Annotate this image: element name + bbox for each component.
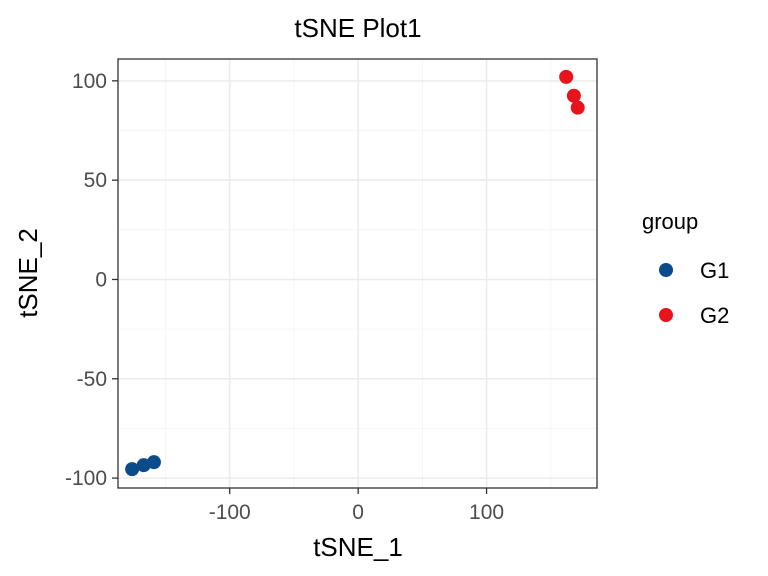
data-point-g2 — [566, 88, 581, 103]
y-axis-ticks: -100 -50 0 50 100 — [65, 70, 118, 490]
legend-key-g2 — [659, 308, 673, 322]
data-point-g2 — [570, 100, 585, 115]
data-point-g1 — [146, 455, 161, 470]
legend: group G1 G2 — [642, 209, 729, 328]
y-tick-label: -50 — [77, 368, 107, 391]
y-tick-label: 100 — [72, 70, 107, 93]
y-tick-label: 0 — [95, 268, 107, 291]
legend-key-g1 — [659, 263, 673, 277]
x-tick-label: 100 — [469, 501, 504, 524]
data-point-g1 — [125, 462, 140, 477]
legend-label-g2: G2 — [700, 303, 729, 328]
chart-title: tSNE Plot1 — [294, 13, 421, 43]
y-tick-label: -100 — [65, 467, 107, 490]
major-gridlines — [118, 59, 597, 488]
y-axis-title: tSNE_2 — [13, 228, 43, 318]
x-tick-label: -100 — [209, 501, 251, 524]
legend-title: group — [642, 209, 698, 234]
x-tick-label: 0 — [352, 501, 364, 524]
y-tick-label: 50 — [84, 169, 107, 192]
legend-label-g1: G1 — [700, 258, 729, 283]
data-point-g2 — [559, 69, 574, 84]
data-points — [125, 69, 585, 477]
x-axis-title: tSNE_1 — [313, 532, 403, 562]
x-axis-ticks: -100 0 100 — [209, 488, 504, 524]
